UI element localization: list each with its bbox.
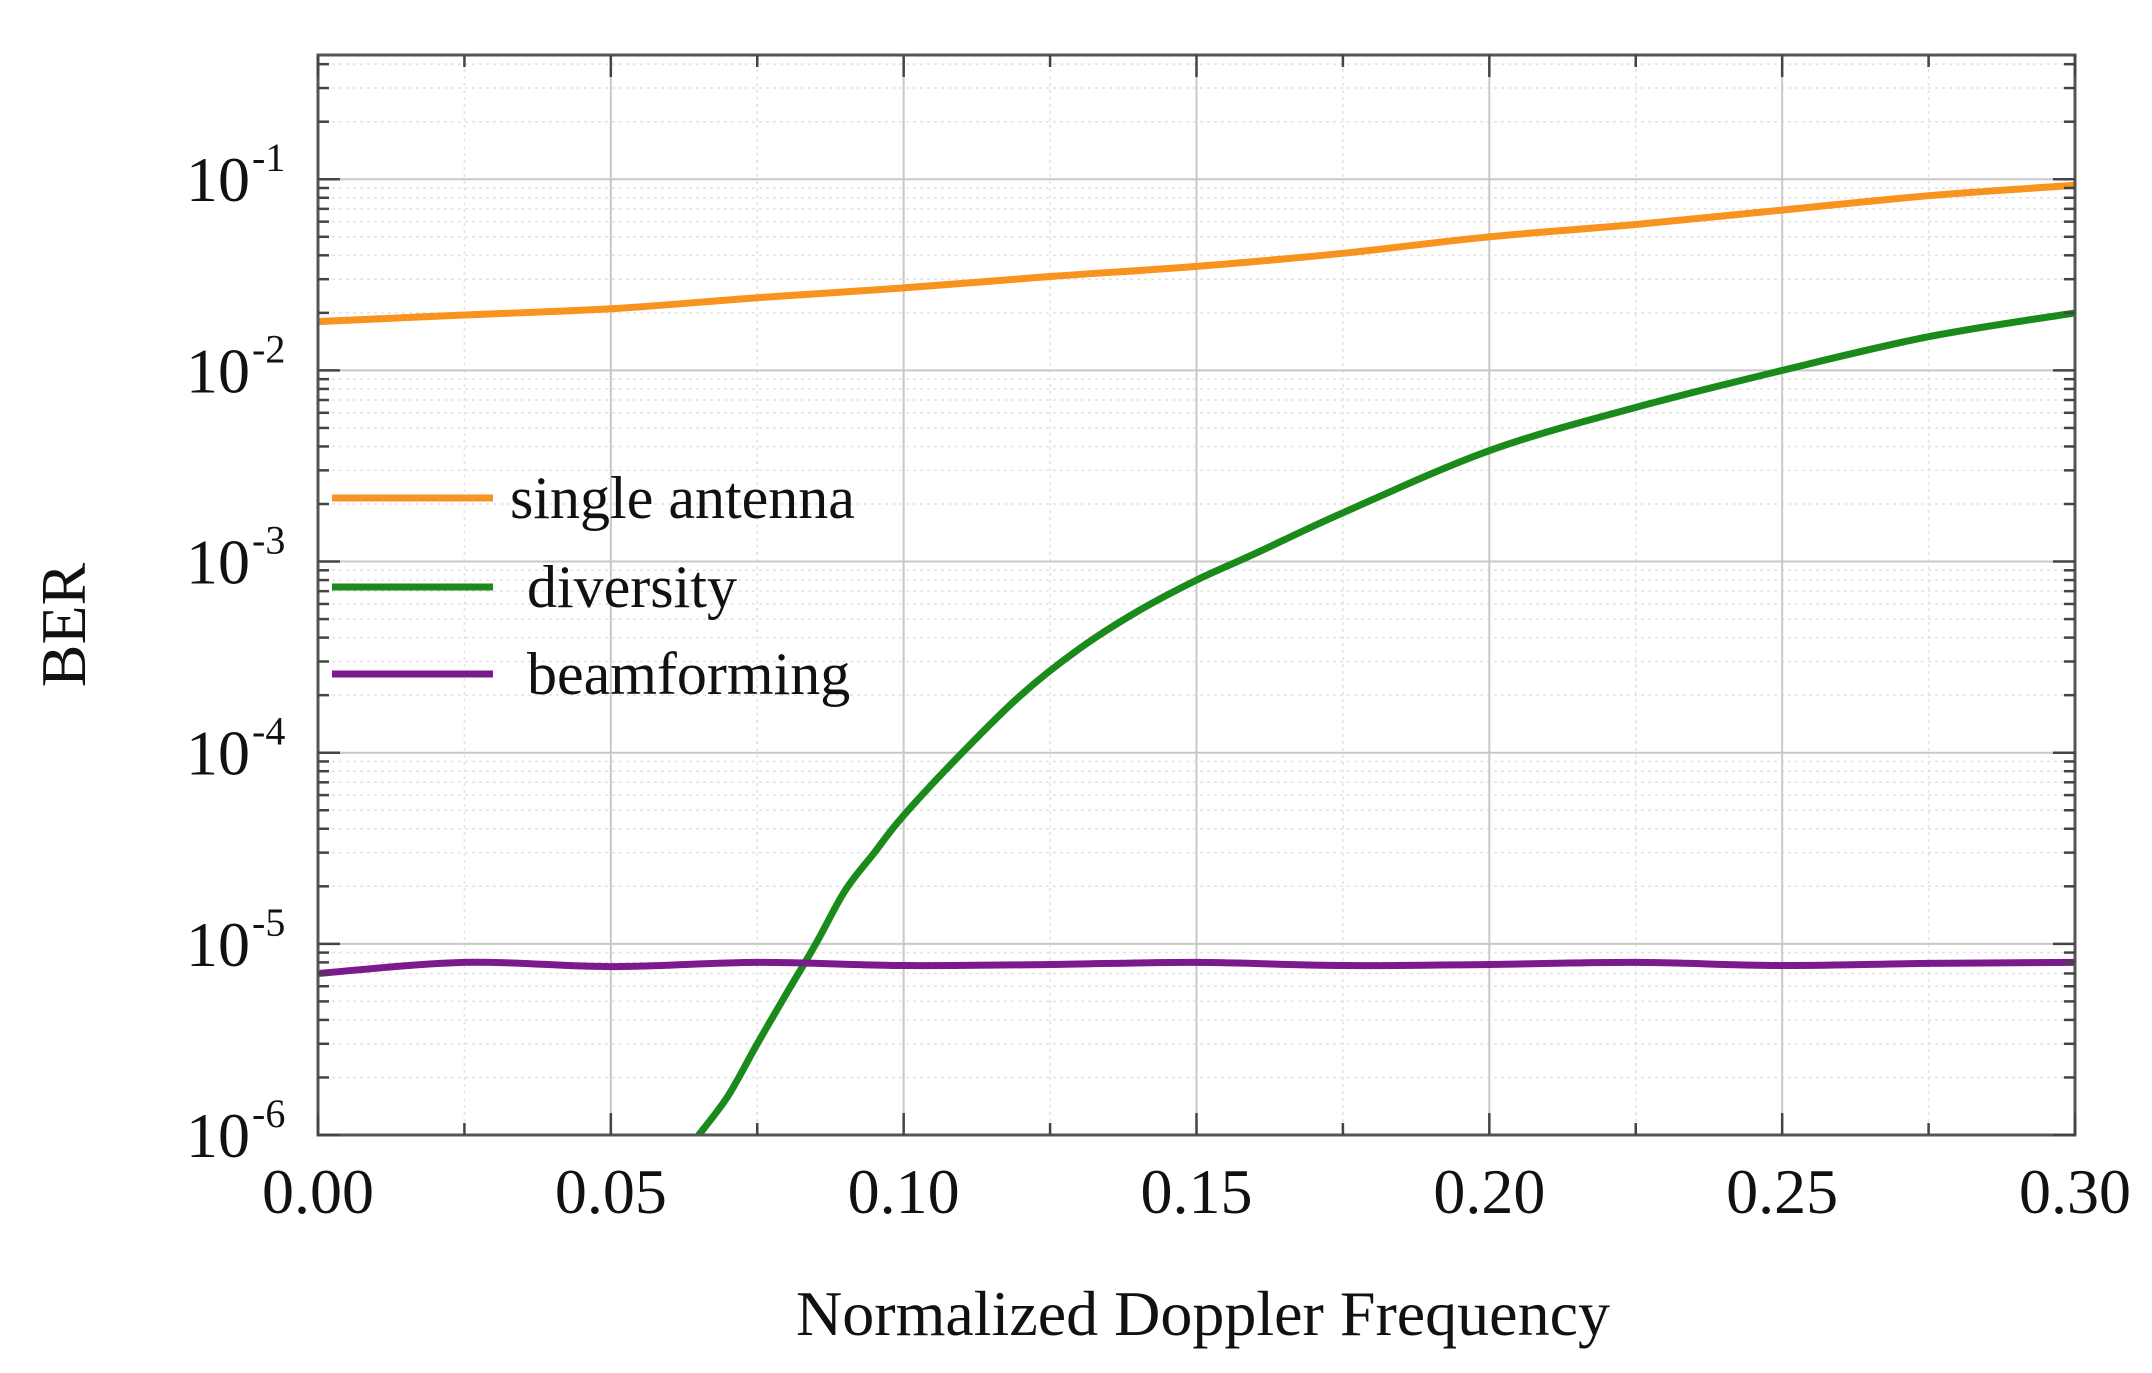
x-tick-label: 0.00 <box>262 1156 374 1227</box>
x-tick-label: 0.20 <box>1433 1156 1545 1227</box>
x-tick-label: 0.05 <box>555 1156 667 1227</box>
legend: single antenna diversity beamforming <box>332 465 855 707</box>
ticks-layer <box>316 55 2077 1137</box>
legend-label: beamforming <box>527 641 850 707</box>
y-tick-label: 10 <box>186 718 250 789</box>
y-tick-label: 10 <box>186 909 250 980</box>
y-tick-labels: 10-110-210-310-410-510-6 <box>186 135 285 1171</box>
y-axis-label: BER <box>28 562 99 687</box>
y-tick-exponent: -3 <box>252 518 285 563</box>
y-tick-label: 10 <box>186 144 250 215</box>
y-tick-exponent: -2 <box>252 326 285 371</box>
series-layer <box>318 181 2075 1135</box>
x-tick-label: 0.30 <box>2019 1156 2131 1227</box>
x-tick-labels: 0.00 0.05 0.10 0.15 0.20 0.25 0.30 <box>262 1156 2131 1227</box>
x-tick-label: 0.25 <box>1726 1156 1838 1227</box>
legend-label: single antenna <box>510 465 855 531</box>
y-tick-exponent: -4 <box>252 709 285 754</box>
x-axis-label: Normalized Doppler Frequency <box>796 1278 1610 1349</box>
y-tick-exponent: -1 <box>252 135 285 180</box>
series-line-diversity <box>695 309 2075 1135</box>
series-line-single-antenna <box>318 181 2075 326</box>
y-tick-exponent: -5 <box>252 900 285 945</box>
y-tick-label: 10 <box>186 1100 250 1171</box>
y-tick-exponent: -6 <box>252 1091 285 1136</box>
y-tick-label: 10 <box>186 527 250 598</box>
x-tick-label: 0.15 <box>1141 1156 1253 1227</box>
y-tick-label: 10 <box>186 335 250 406</box>
series-line-beamforming <box>318 958 2075 977</box>
x-tick-label: 0.10 <box>848 1156 960 1227</box>
legend-label: diversity <box>527 554 737 620</box>
